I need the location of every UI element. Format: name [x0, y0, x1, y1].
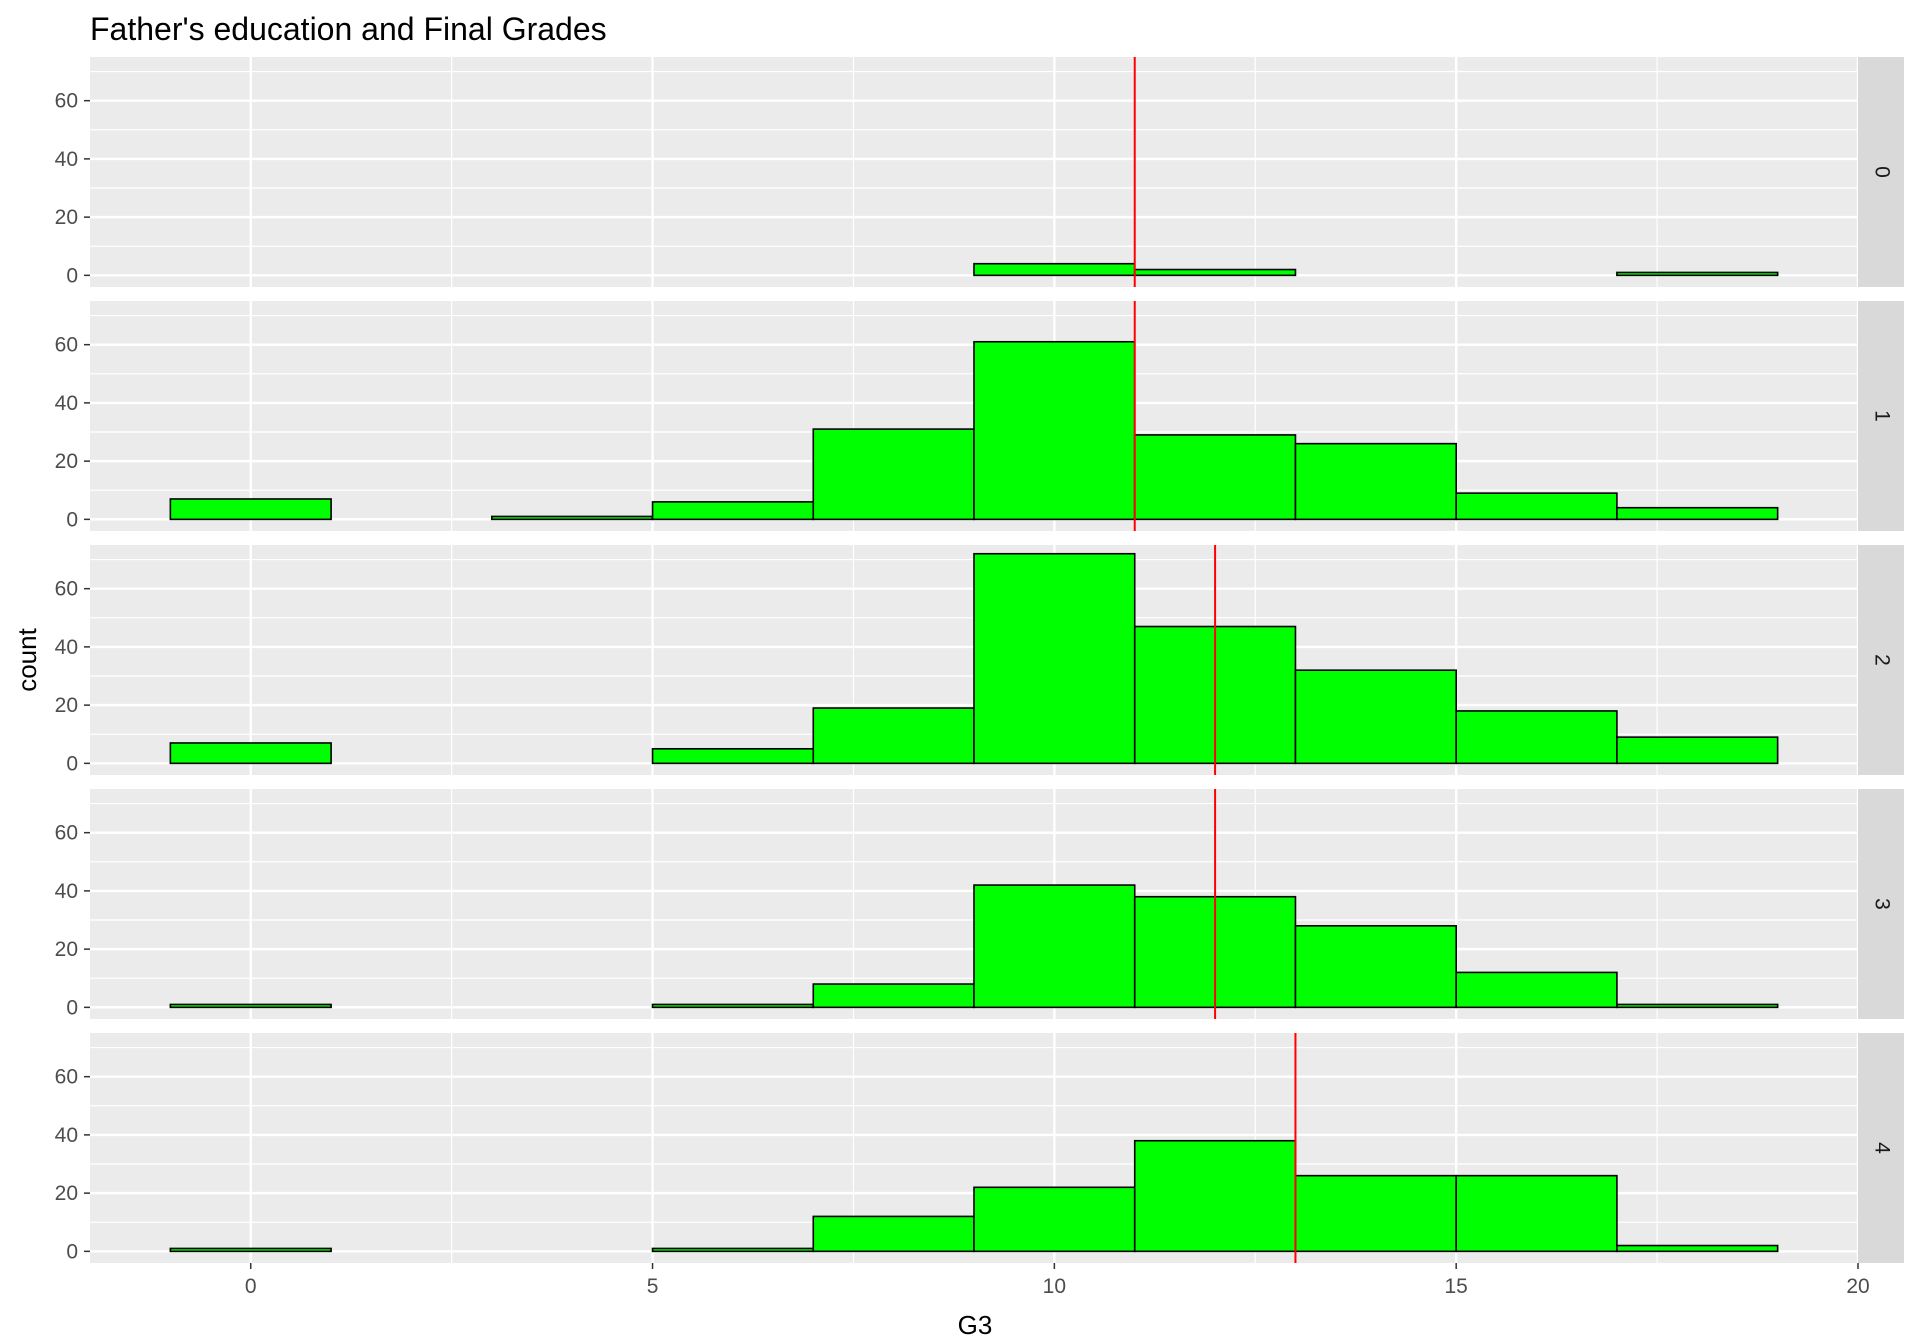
facet-panel-2: 0 20 40 60 2: [55, 545, 1904, 775]
y-tick-label: 40: [55, 148, 78, 171]
facet-strip-label: 2: [1870, 654, 1893, 666]
histogram-bar: [1133, 434, 1297, 521]
y-tick-label: 20: [55, 938, 78, 961]
histogram-bar: [973, 1186, 1136, 1253]
x-tick-label: 0: [245, 1275, 257, 1298]
histogram-bar: [973, 262, 1136, 277]
histogram-bar: [1455, 1174, 1618, 1253]
y-axis-title: count: [12, 627, 42, 691]
histogram-bar: [169, 742, 332, 765]
histogram-bar: [973, 884, 1136, 1009]
y-tick-label: 0: [66, 996, 78, 1019]
y-tick-label: 20: [55, 450, 78, 473]
histogram-bar: [1616, 1003, 1779, 1009]
histogram-bar: [1616, 1244, 1779, 1253]
histogram-bar: [651, 501, 815, 521]
facet-strip-label: 0: [1870, 166, 1893, 178]
facet-strip: [1858, 1033, 1904, 1263]
x-tick-label: 5: [647, 1275, 659, 1298]
histogram-bar: [651, 747, 815, 765]
histogram-bar: [1455, 710, 1618, 765]
histogram-bar: [1294, 442, 1457, 521]
histogram-bar: [491, 515, 654, 521]
histogram-bar: [1616, 736, 1779, 765]
x-axis: 0 5 10 15 20: [245, 1263, 1870, 1298]
histogram-bar: [169, 1003, 332, 1009]
histogram-bar: [651, 1003, 815, 1009]
y-tick-label: 60: [55, 1066, 78, 1089]
y-tick-label: 0: [66, 752, 78, 775]
histogram-bar: [1133, 1139, 1297, 1253]
histogram-bar: [651, 1247, 815, 1253]
y-tick-label: 20: [55, 1182, 78, 1205]
histogram-bar: [812, 1215, 975, 1253]
facet-strip-label: 3: [1870, 898, 1893, 910]
y-tick-label: 40: [55, 1124, 78, 1147]
histogram-bar: [1294, 925, 1457, 1009]
y-tick-label: 0: [66, 508, 78, 531]
histogram-bar: [169, 1247, 332, 1253]
chart-title: Father's education and Final Grades: [90, 11, 607, 47]
facet-strip: [1858, 545, 1904, 775]
panel-background: [90, 57, 1858, 287]
histogram-bar: [812, 983, 975, 1009]
facet-strip-label: 4: [1870, 1142, 1893, 1154]
x-tick-label: 15: [1445, 1275, 1468, 1298]
histogram-bar: [1294, 1174, 1457, 1253]
histogram-bar: [1294, 669, 1457, 765]
facet-strip-label: 1: [1870, 410, 1893, 422]
facet-strip: [1858, 57, 1904, 287]
y-tick-label: 40: [55, 392, 78, 415]
y-tick-label: 40: [55, 880, 78, 903]
y-tick-label: 60: [55, 822, 78, 845]
y-tick-label: 20: [55, 206, 78, 229]
histogram-bar: [973, 340, 1136, 521]
y-tick-label: 60: [55, 578, 78, 601]
facet-panel-0: 0 20 40 60 0: [55, 57, 1904, 287]
y-tick-label: 60: [55, 90, 78, 113]
histogram-bar: [169, 498, 332, 521]
facet-panel-3: 0 20 40 60 3: [55, 789, 1904, 1019]
x-tick-label: 20: [1846, 1275, 1869, 1298]
x-axis-title: G3: [958, 1310, 993, 1340]
facet-strip: [1858, 301, 1904, 531]
facet-panel-1: 0 20 40 60 1: [55, 301, 1904, 531]
y-tick-label: 40: [55, 636, 78, 659]
histogram-bar: [973, 552, 1136, 765]
histogram-bar: [1616, 506, 1779, 521]
histogram-bar: [1616, 271, 1779, 277]
histogram-bar: [812, 707, 975, 765]
facet-panel-4: 0 20 40 60 4: [55, 1033, 1904, 1263]
y-tick-label: 0: [66, 1240, 78, 1263]
histogram-bar: [1133, 268, 1297, 277]
histogram-bar: [812, 428, 975, 521]
y-tick-label: 60: [55, 334, 78, 357]
facet-strip: [1858, 789, 1904, 1019]
y-tick-label: 20: [55, 694, 78, 717]
histogram-bar: [1455, 492, 1618, 521]
y-tick-label: 0: [66, 264, 78, 287]
x-tick-label: 10: [1043, 1275, 1066, 1298]
histogram-bar: [1455, 971, 1618, 1009]
